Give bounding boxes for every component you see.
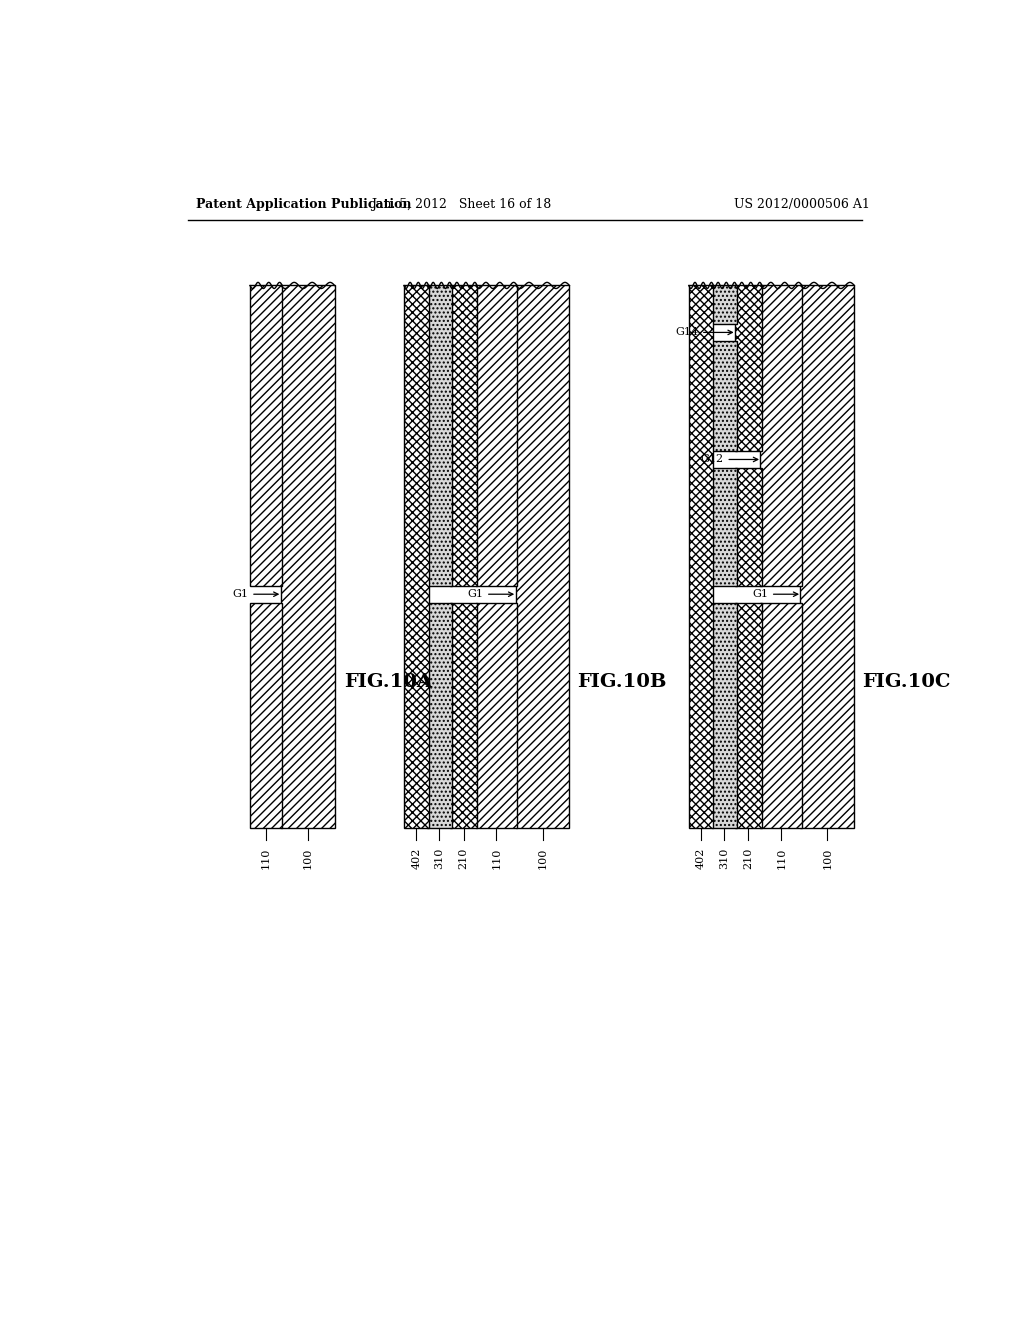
Text: G12: G12 [700,454,758,465]
Text: 100: 100 [303,847,312,869]
Text: G14: G14 [675,327,732,338]
Bar [761,603,802,829]
Text: 100: 100 [822,847,833,869]
Bar [281,285,335,829]
Text: 402: 402 [412,847,421,869]
Bar [427,603,452,829]
Bar [712,285,736,323]
Bar [689,285,714,829]
Bar [735,285,762,451]
Bar [475,603,517,829]
Text: FIG.10B: FIG.10B [578,673,667,690]
Text: 310: 310 [719,847,729,869]
Bar [712,341,736,451]
Bar [801,285,854,829]
Text: 110: 110 [776,847,786,869]
Text: 402: 402 [696,847,707,869]
Text: G1: G1 [467,589,513,599]
Text: G1: G1 [752,589,798,599]
Bar [403,285,429,829]
Text: 110: 110 [261,847,271,869]
Bar [475,285,517,586]
Text: 210: 210 [743,847,754,869]
Bar [451,603,477,829]
Bar [451,285,477,586]
Text: 100: 100 [538,847,548,869]
Text: 110: 110 [492,847,502,869]
Text: 210: 210 [459,847,469,869]
Text: 310: 310 [434,847,444,869]
Bar [515,285,569,829]
Text: Jan. 5, 2012   Sheet 16 of 18: Jan. 5, 2012 Sheet 16 of 18 [372,198,552,211]
Bar [735,469,762,586]
Bar [712,603,736,829]
Text: US 2012/0000506 A1: US 2012/0000506 A1 [734,198,869,211]
Bar [712,469,736,586]
Text: G1: G1 [232,589,279,599]
Bar [761,285,802,586]
Bar [427,285,452,586]
Bar [735,603,762,829]
Bar [250,285,283,586]
Text: FIG.10C: FIG.10C [862,673,950,690]
Text: Patent Application Publication: Patent Application Publication [196,198,412,211]
Bar [250,603,283,829]
Text: FIG.10A: FIG.10A [345,673,432,690]
